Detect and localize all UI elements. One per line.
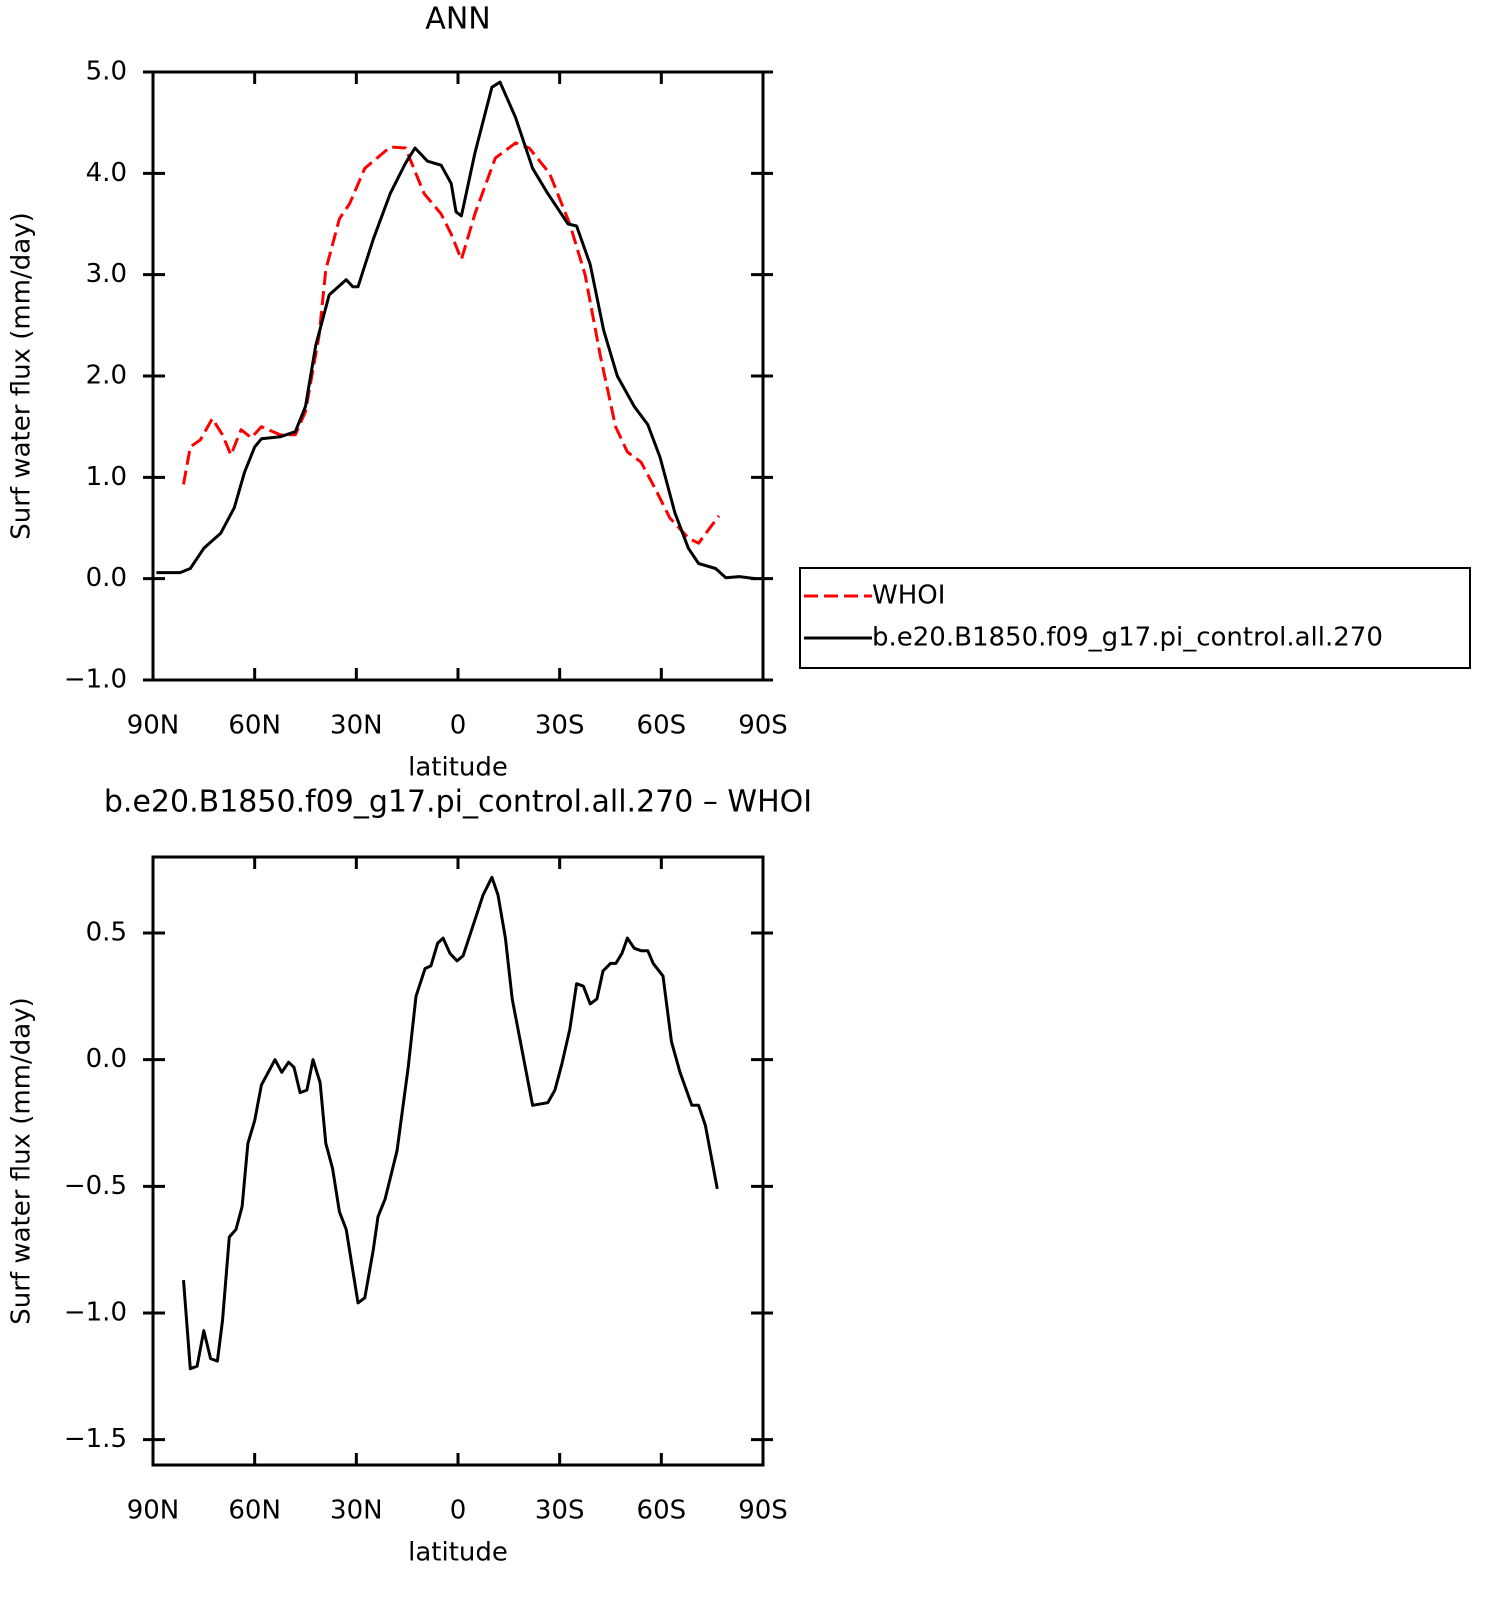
x-tick-label: 90S [738, 1496, 788, 1526]
plot-frame [151, 70, 765, 682]
x-tick-label: 60S [637, 1496, 687, 1526]
x-tick-label: 90N [127, 1496, 180, 1526]
data-line [182, 141, 721, 545]
x-tick-label: 90S [738, 711, 788, 741]
legend-box [799, 567, 1471, 669]
x-axis-label: latitude [408, 1538, 508, 1568]
x-tick-label: 60N [228, 711, 281, 741]
chart-title: b.e20.B1850.f09_g17.pi_control.all.270 –… [104, 785, 812, 820]
y-tick-label: 2.0 [86, 361, 127, 391]
y-tick-label: −0.5 [64, 1171, 127, 1201]
y-tick-label: −1.0 [64, 1298, 127, 1328]
y-tick-label: 0.5 [86, 918, 127, 948]
y-tick-label: 0.0 [86, 563, 127, 593]
plot-frame [151, 855, 765, 1467]
x-tick-label: 30N [330, 1496, 383, 1526]
x-tick-label: 90N [127, 711, 180, 741]
chart-title: ANN [425, 2, 490, 37]
x-axis-label: latitude [408, 753, 508, 783]
legend-label: b.e20.B1850.f09_g17.pi_control.all.270 [872, 623, 1383, 653]
data-line [156, 80, 757, 581]
y-tick-label: −1.0 [64, 665, 127, 695]
data-line [182, 875, 719, 1371]
x-tick-label: 60N [228, 1496, 281, 1526]
y-tick-label: −1.5 [64, 1424, 127, 1454]
y-tick-label: 3.0 [86, 259, 127, 289]
x-tick-label: 30N [330, 711, 383, 741]
y-tick-label: 0.0 [86, 1044, 127, 1074]
x-tick-label: 30S [535, 711, 585, 741]
y-axis-label: Surf water flux (mm/day) [7, 997, 37, 1324]
y-tick-label: 5.0 [86, 57, 127, 87]
legend-label: WHOI [872, 581, 945, 611]
y-tick-label: 4.0 [86, 158, 127, 188]
x-tick-label: 0 [450, 711, 467, 741]
y-axis-label: Surf water flux (mm/day) [7, 212, 37, 539]
x-tick-label: 30S [535, 1496, 585, 1526]
x-tick-label: 60S [637, 711, 687, 741]
x-tick-label: 0 [450, 1496, 467, 1526]
y-tick-label: 1.0 [86, 462, 127, 492]
